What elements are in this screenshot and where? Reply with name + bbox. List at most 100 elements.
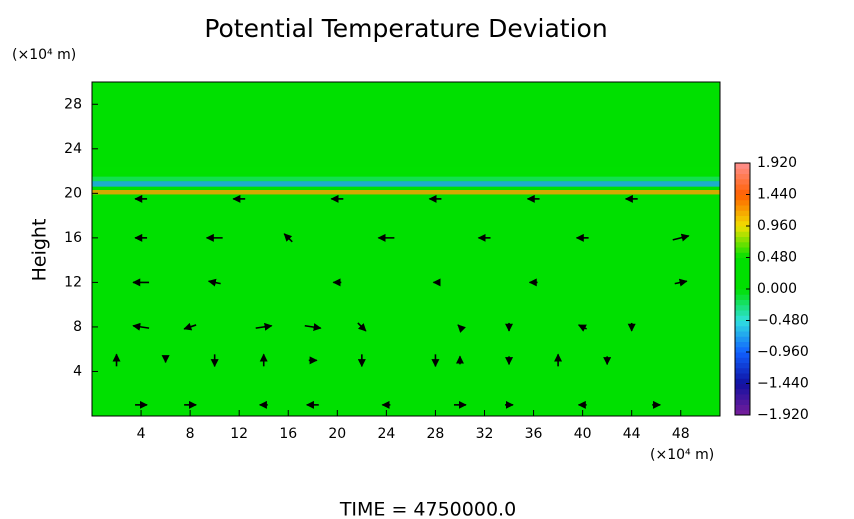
colorbar-swatch — [735, 352, 750, 358]
colorbar-swatch — [735, 404, 750, 411]
field-band — [92, 166, 720, 174]
colorbar-tick-label: 0.000 — [757, 281, 797, 297]
colorbar-swatch — [735, 394, 750, 400]
y-tick-label: 20 — [64, 185, 82, 201]
vector-arrow — [132, 322, 150, 331]
colorbar-swatch — [735, 257, 750, 264]
colorbar-swatch — [735, 247, 750, 253]
x-tick-label: 8 — [186, 426, 195, 442]
colorbar-swatch — [735, 194, 750, 201]
colorbar-swatch — [735, 346, 750, 353]
vector-arrow — [283, 233, 293, 243]
x-tick-label: 36 — [525, 426, 543, 442]
colorbar-swatch — [735, 331, 750, 337]
colorbar-swatch — [735, 205, 750, 211]
vector-arrow — [207, 278, 221, 287]
x-tick-label: 24 — [377, 426, 395, 442]
x-tick-label: 12 — [230, 426, 248, 442]
field-band — [92, 186, 720, 190]
colorbar-tick-label: 0.480 — [757, 250, 797, 266]
colorbar-swatch — [735, 325, 750, 332]
colorbar-swatch — [735, 289, 750, 295]
colorbar-swatch — [735, 262, 750, 269]
colorbar-swatch — [735, 378, 750, 384]
vector-arrow — [255, 322, 273, 331]
colorbar-swatch — [735, 273, 750, 279]
colorbar-swatch — [735, 362, 750, 369]
colorbar-swatch — [735, 189, 750, 195]
colorbar-tick-label: −1.920 — [757, 407, 809, 423]
colorbar-swatch — [735, 399, 750, 405]
colorbar-tick-label: 0.960 — [757, 218, 797, 234]
y-tick-label: 28 — [64, 96, 82, 112]
colorbar-swatch — [735, 199, 750, 206]
colorbar-swatch — [735, 315, 750, 321]
field-band — [92, 189, 720, 195]
field-background — [92, 82, 720, 416]
colorbar-swatch — [735, 310, 750, 316]
colorbar-swatch — [735, 373, 750, 379]
colorbar-swatch — [735, 241, 750, 248]
colorbar-swatch — [735, 178, 750, 185]
colorbar-swatch — [735, 210, 750, 216]
y-tick-label: 4 — [73, 363, 82, 379]
colorbar-tick-label: −0.960 — [757, 344, 809, 360]
colorbar-swatch — [735, 231, 750, 237]
colorbar-swatch — [735, 163, 750, 169]
colorbar-swatch — [735, 336, 750, 342]
y-tick-label: 12 — [64, 274, 82, 290]
colorbar-swatch — [735, 409, 750, 416]
colorbar-swatch — [735, 283, 750, 290]
colorbar-swatch — [735, 252, 750, 258]
y-tick-label: 24 — [64, 141, 82, 157]
footer: TIME = 4750000.0 — [339, 499, 516, 519]
colorbar-swatch — [735, 215, 750, 222]
x-tick-label: 40 — [574, 426, 592, 442]
y-axis-label: Height — [29, 219, 51, 282]
y-units: (×10⁴ m) — [12, 47, 76, 63]
colorbar-tick-label: −0.480 — [757, 313, 809, 329]
colorbar-swatch — [735, 299, 750, 306]
colorbar-swatch — [735, 268, 750, 274]
colorbar-swatch — [735, 367, 750, 374]
field-band — [92, 176, 720, 182]
colorbar-swatch — [735, 357, 750, 363]
colorbar-swatch — [735, 173, 750, 180]
x-tick-label: 28 — [427, 426, 445, 442]
colorbar-tick-label: 1.440 — [757, 187, 797, 203]
colorbar-swatch — [735, 168, 750, 174]
colorbar-swatch — [735, 236, 750, 243]
vector-arrow — [357, 322, 367, 332]
vector-arrow — [304, 323, 322, 332]
field-band — [92, 181, 720, 187]
y-tick-label: 16 — [64, 230, 82, 246]
colorbar-swatch — [735, 294, 750, 300]
plot-frame — [91, 81, 721, 417]
colorbar-swatch — [735, 220, 750, 227]
colorbar-swatch — [735, 388, 750, 395]
x-tick-label: 4 — [137, 426, 146, 442]
colorbar-swatch — [735, 226, 750, 232]
vector-arrow — [577, 324, 587, 332]
colorbar-tick-label: −1.440 — [757, 376, 809, 392]
x-tick-label: 44 — [623, 426, 641, 442]
colorbar-swatch — [735, 341, 750, 348]
y-tick-label: 8 — [73, 319, 82, 335]
colorbar-tick-label: 1.920 — [757, 155, 797, 171]
colorbar-swatch — [735, 304, 750, 311]
x-tick-label: 32 — [476, 426, 494, 442]
vector-arrow — [457, 324, 466, 333]
colorbar-swatch — [735, 383, 750, 390]
vector-arrow — [674, 278, 688, 287]
vector-arrow — [183, 322, 197, 331]
x-tick-label: 20 — [328, 426, 346, 442]
vector-arrow — [672, 233, 690, 242]
x-tick-label: 16 — [279, 426, 297, 442]
colorbar-swatch — [735, 278, 750, 285]
x-units: (×10⁴ m) — [650, 447, 714, 463]
colorbar-swatch — [735, 320, 750, 327]
chart-title: Potential Temperature Deviation — [204, 14, 607, 43]
x-tick-label: 48 — [672, 426, 690, 442]
